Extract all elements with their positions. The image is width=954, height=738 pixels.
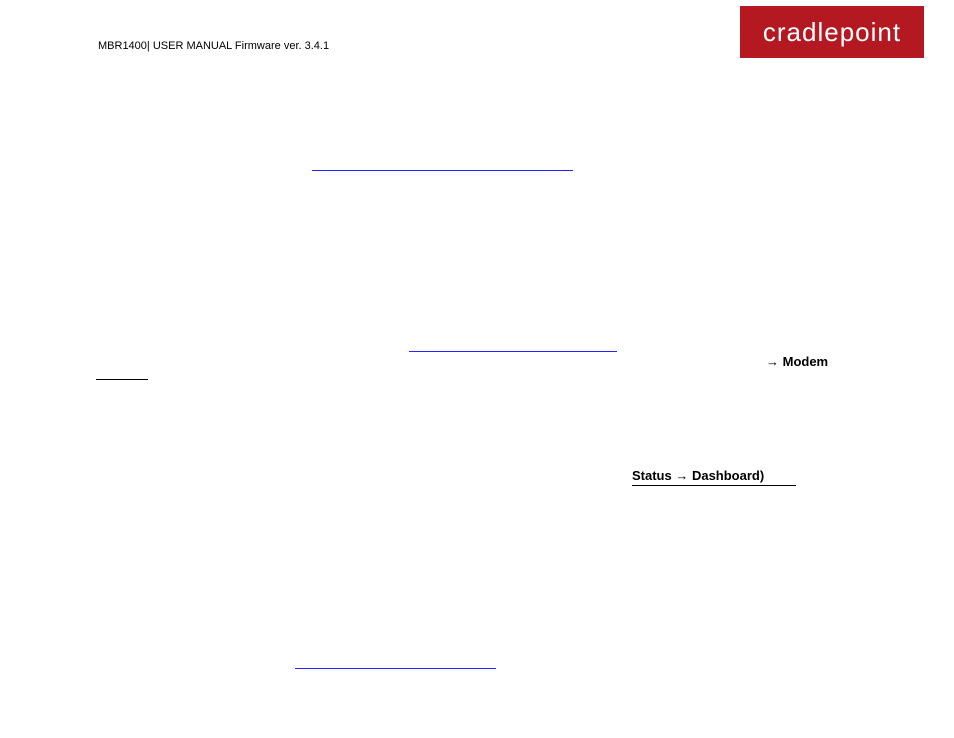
text-underline-status — [632, 485, 796, 486]
hyperlink-underline-2[interactable] — [409, 351, 617, 352]
hyperlink-underline-3[interactable] — [295, 668, 496, 669]
header-left-text: MBR1400| USER MANUAL Firmware ver. 3.4.1 — [98, 40, 329, 52]
page-root: { "header": { "left_text": "MBR1400| USE… — [0, 0, 954, 738]
hyperlink-underline-1[interactable] — [312, 170, 573, 171]
label-modem-path: → Modem — [766, 354, 828, 369]
text-underline-1 — [96, 379, 148, 380]
brand-logo: cradlepoint — [740, 6, 924, 58]
label-status-dashboard: Status → Dashboard) — [632, 468, 764, 483]
